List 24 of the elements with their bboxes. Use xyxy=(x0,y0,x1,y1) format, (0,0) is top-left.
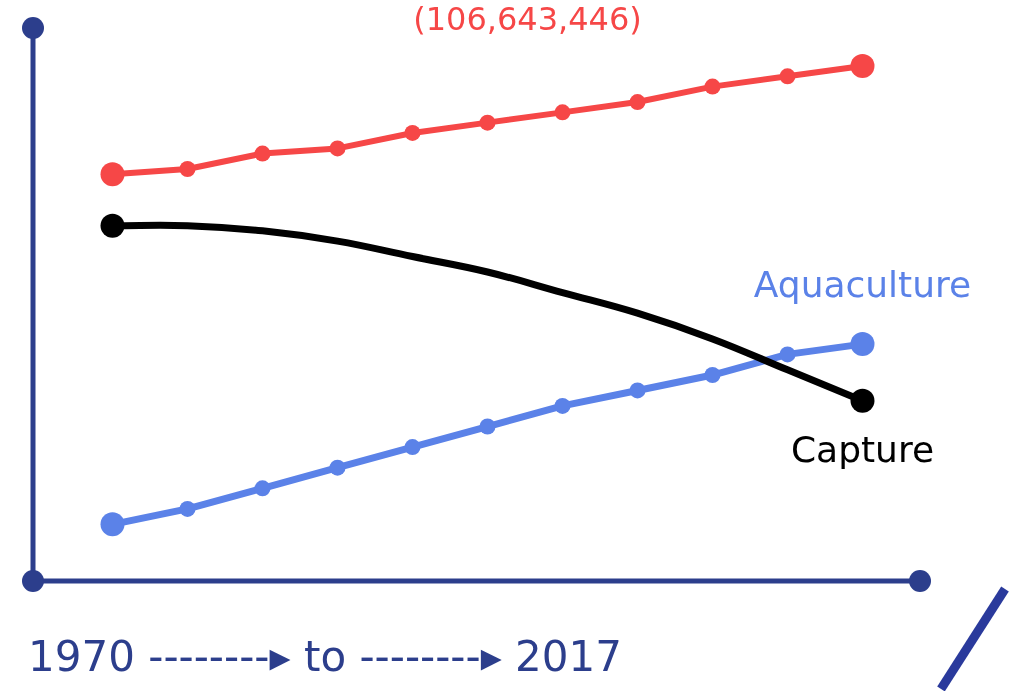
series-label: Capture xyxy=(790,429,935,471)
point xyxy=(850,388,875,413)
point xyxy=(779,346,796,363)
x-axis-title: 1970 --------▸ to --------▸ 2017 xyxy=(28,631,622,681)
point xyxy=(704,367,721,383)
point xyxy=(329,140,346,157)
point xyxy=(704,78,721,95)
point xyxy=(554,397,571,414)
point xyxy=(329,459,346,476)
point xyxy=(779,68,796,85)
point xyxy=(554,104,571,121)
point xyxy=(254,480,271,497)
text: (106,643,446) xyxy=(413,0,642,39)
point xyxy=(100,213,125,238)
point xyxy=(404,124,421,141)
point xyxy=(179,500,196,517)
series-label: Aquaculture xyxy=(753,264,972,306)
point xyxy=(479,114,496,131)
point xyxy=(479,418,496,435)
point xyxy=(629,382,646,399)
point xyxy=(179,161,196,177)
point xyxy=(629,94,646,111)
point xyxy=(254,145,271,162)
point xyxy=(404,439,421,456)
